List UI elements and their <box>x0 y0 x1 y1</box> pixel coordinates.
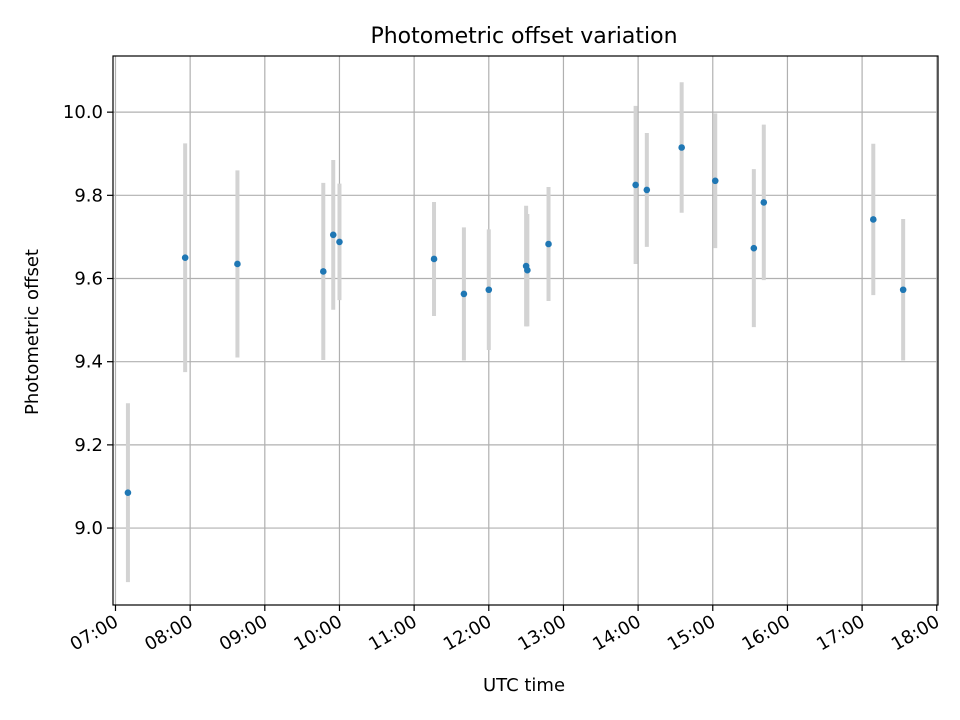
data-point <box>899 286 907 294</box>
data-point <box>319 268 327 275</box>
data-point <box>124 489 132 497</box>
y-tick-label: 9.8 <box>74 185 103 206</box>
data-points <box>124 144 907 497</box>
data-point <box>711 177 719 185</box>
data-point <box>329 231 337 239</box>
data-point <box>336 238 343 246</box>
data-point <box>632 181 639 189</box>
x-axis-label: UTC time <box>483 675 565 696</box>
y-axis-label: Photometric offset <box>22 249 43 415</box>
data-point <box>643 186 651 194</box>
chart-title: Photometric offset variation <box>370 24 677 49</box>
data-point <box>181 254 189 262</box>
data-point <box>430 255 438 263</box>
y-tick-label: 9.2 <box>74 435 103 456</box>
axes-frame <box>112 55 939 606</box>
y-tick-label: 10.0 <box>63 102 103 123</box>
data-point <box>234 260 241 268</box>
data-point <box>678 144 685 151</box>
y-tick-label: 9.4 <box>74 352 103 373</box>
data-point <box>869 216 877 223</box>
y-tick-label: 9.6 <box>74 269 103 290</box>
data-point <box>750 244 758 252</box>
data-point <box>545 240 552 248</box>
data-point <box>485 286 493 294</box>
data-point <box>524 266 531 274</box>
data-point <box>760 199 768 206</box>
grid-lines <box>113 56 938 605</box>
y-tick-label: 9.0 <box>74 518 103 539</box>
data-point <box>460 290 468 298</box>
